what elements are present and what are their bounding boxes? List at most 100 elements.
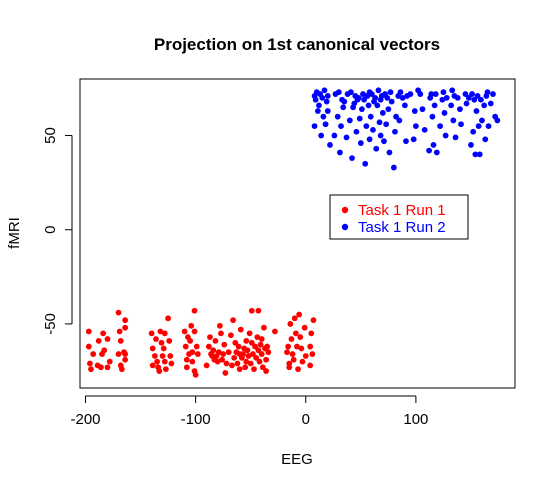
data-point-series-2	[441, 110, 448, 116]
legend-box	[329, 194, 469, 240]
data-point-series-2	[401, 102, 408, 109]
data-point-series-1	[122, 324, 129, 331]
data-point-series-2	[476, 151, 483, 158]
legend-marker-series-1	[341, 206, 349, 214]
data-point-series-1	[156, 368, 163, 374]
data-point-series-2	[331, 132, 338, 139]
data-point-series-1	[191, 328, 198, 335]
data-point-series-1	[194, 351, 201, 357]
data-point-series-2	[376, 119, 383, 126]
data-point-series-2	[341, 98, 348, 105]
data-point-series-2	[473, 108, 480, 114]
data-point-series-2	[374, 102, 381, 109]
data-point-series-2	[375, 87, 382, 94]
data-point-series-1	[167, 353, 174, 359]
data-point-series-1	[246, 330, 253, 337]
data-point-series-1	[222, 370, 229, 376]
data-point-series-2	[411, 108, 418, 114]
data-point-series-1	[225, 349, 232, 356]
data-point-series-1	[235, 343, 242, 350]
data-point-series-2	[311, 123, 318, 130]
data-point-series-1	[193, 343, 200, 350]
data-point-series-1	[290, 356, 297, 363]
data-point-series-2	[490, 91, 496, 97]
data-point-series-2	[319, 94, 326, 101]
data-point-series-2	[428, 91, 435, 97]
data-point-series-1	[189, 349, 196, 356]
data-point-series-2	[362, 160, 369, 167]
data-point-series-1	[254, 334, 261, 341]
data-point-series-2	[346, 117, 353, 124]
data-point-series-2	[437, 123, 444, 130]
data-point-series-2	[443, 94, 450, 101]
data-point-series-1	[154, 358, 160, 365]
data-point-series-1	[308, 330, 315, 337]
data-point-series-1	[301, 324, 308, 331]
data-point-series-1	[161, 330, 168, 337]
data-point-series-1	[115, 309, 122, 316]
data-point-series-1	[292, 330, 299, 337]
chart-title: Projection on 1st canonical vectors	[154, 35, 440, 54]
data-point-series-1	[265, 349, 272, 356]
data-point-series-1	[261, 324, 267, 331]
data-point-series-1	[166, 337, 173, 344]
data-point-series-1	[90, 351, 97, 357]
data-point-series-1	[294, 343, 300, 350]
data-point-series-2	[321, 87, 328, 94]
data-point-series-1	[243, 337, 250, 344]
data-point-series-2	[468, 142, 474, 148]
data-point-series-1	[95, 337, 102, 344]
data-point-series-2	[312, 96, 319, 103]
data-point-series-1	[297, 334, 304, 341]
data-point-series-1	[116, 328, 123, 335]
data-point-series-2	[462, 91, 469, 97]
data-point-series-1	[218, 330, 224, 337]
y-tick-label: -50	[42, 313, 59, 335]
data-point-series-1	[231, 354, 238, 361]
data-point-series-1	[258, 351, 265, 357]
data-point-series-1	[182, 343, 189, 350]
data-point-series-1	[100, 330, 107, 337]
data-point-series-2	[407, 91, 414, 97]
x-axis-label: EEG	[281, 451, 313, 468]
data-point-series-2	[388, 98, 395, 105]
data-point-series-2	[366, 136, 373, 143]
data-point-series-1	[227, 332, 234, 339]
plot-frame	[79, 78, 516, 389]
data-point-series-1	[221, 341, 228, 348]
data-point-series-1	[85, 328, 92, 335]
data-point-series-2	[368, 91, 375, 97]
data-point-series-1	[210, 347, 217, 354]
data-point-series-2	[343, 134, 350, 141]
data-point-series-1	[259, 364, 266, 371]
data-point-series-1	[183, 356, 190, 363]
data-point-series-1	[302, 353, 309, 359]
data-point-series-2	[477, 96, 484, 103]
data-point-series-1	[165, 315, 172, 322]
data-point-series-2	[387, 89, 394, 96]
data-point-series-2	[385, 106, 392, 113]
data-point-series-1	[187, 337, 194, 344]
data-point-series-2	[433, 149, 440, 156]
y-tick-label: 0	[42, 226, 59, 234]
data-point-series-1	[258, 336, 265, 342]
data-point-series-2	[373, 145, 380, 152]
data-point-series-1	[191, 307, 198, 314]
data-point-series-2	[440, 89, 447, 96]
data-point-series-1	[307, 343, 314, 350]
data-point-series-2	[353, 128, 360, 135]
data-point-series-2	[360, 91, 366, 97]
data-point-series-2	[356, 115, 363, 122]
legend: Task 1 Run 1 Task 1 Run 2	[329, 194, 469, 240]
data-point-series-1	[104, 336, 111, 342]
data-point-series-2	[449, 87, 456, 94]
data-point-series-1	[162, 366, 169, 373]
data-point-series-1	[298, 345, 305, 352]
data-point-series-2	[442, 132, 449, 139]
data-point-series-1	[236, 366, 243, 373]
y-tick-label: 50	[42, 127, 59, 144]
data-point-series-2	[452, 134, 459, 141]
x-tick-label: 100	[403, 411, 428, 428]
data-point-series-1	[295, 366, 301, 373]
